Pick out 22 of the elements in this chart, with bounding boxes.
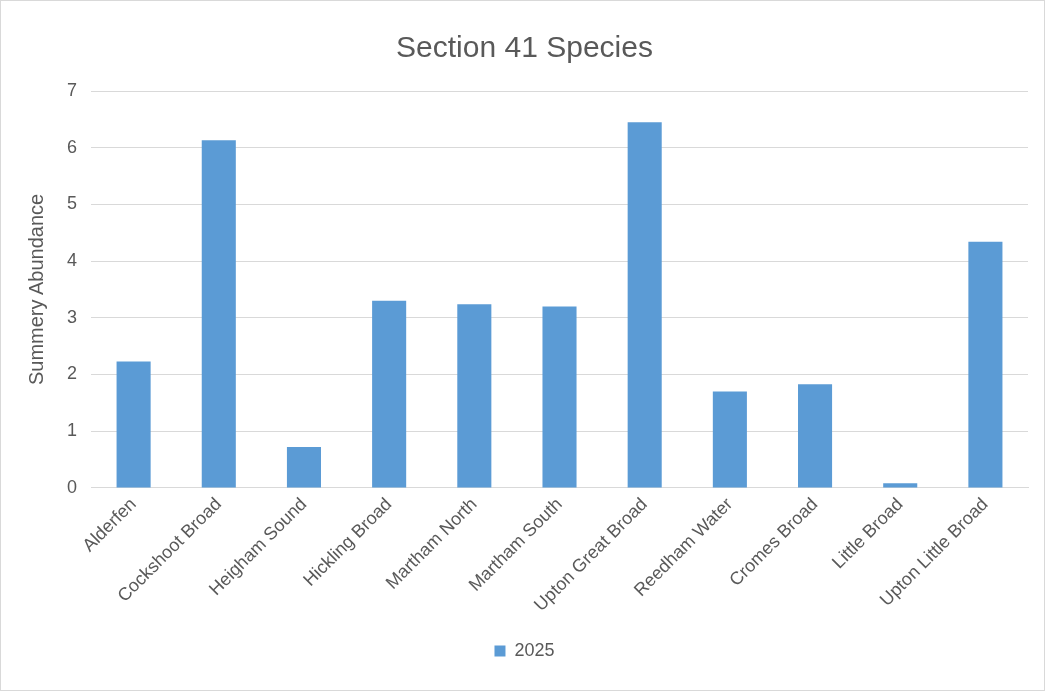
- bar: [542, 306, 577, 488]
- legend-label: 2025: [514, 639, 555, 660]
- y-tick-label: 1: [67, 420, 78, 441]
- bar: [712, 391, 747, 488]
- bar: [883, 483, 918, 488]
- bar: [286, 447, 321, 488]
- y-tick-label: 4: [67, 250, 78, 271]
- chart-title: Section 41 Species: [396, 30, 653, 64]
- bar: [372, 300, 407, 488]
- y-tick-label: 0: [67, 476, 78, 497]
- bar: [798, 384, 833, 488]
- bar: [201, 140, 236, 488]
- bar: [627, 122, 662, 488]
- bar: [116, 361, 151, 488]
- y-tick-label: 5: [67, 193, 78, 214]
- y-axis-title: Summery Abundance: [24, 193, 47, 386]
- y-tick-label: 3: [67, 306, 78, 327]
- y-tick-label: 2: [67, 363, 78, 384]
- y-tick-label: 6: [67, 136, 78, 157]
- y-tick-label: 7: [67, 79, 78, 100]
- bar: [968, 241, 1003, 488]
- bar: [457, 304, 492, 488]
